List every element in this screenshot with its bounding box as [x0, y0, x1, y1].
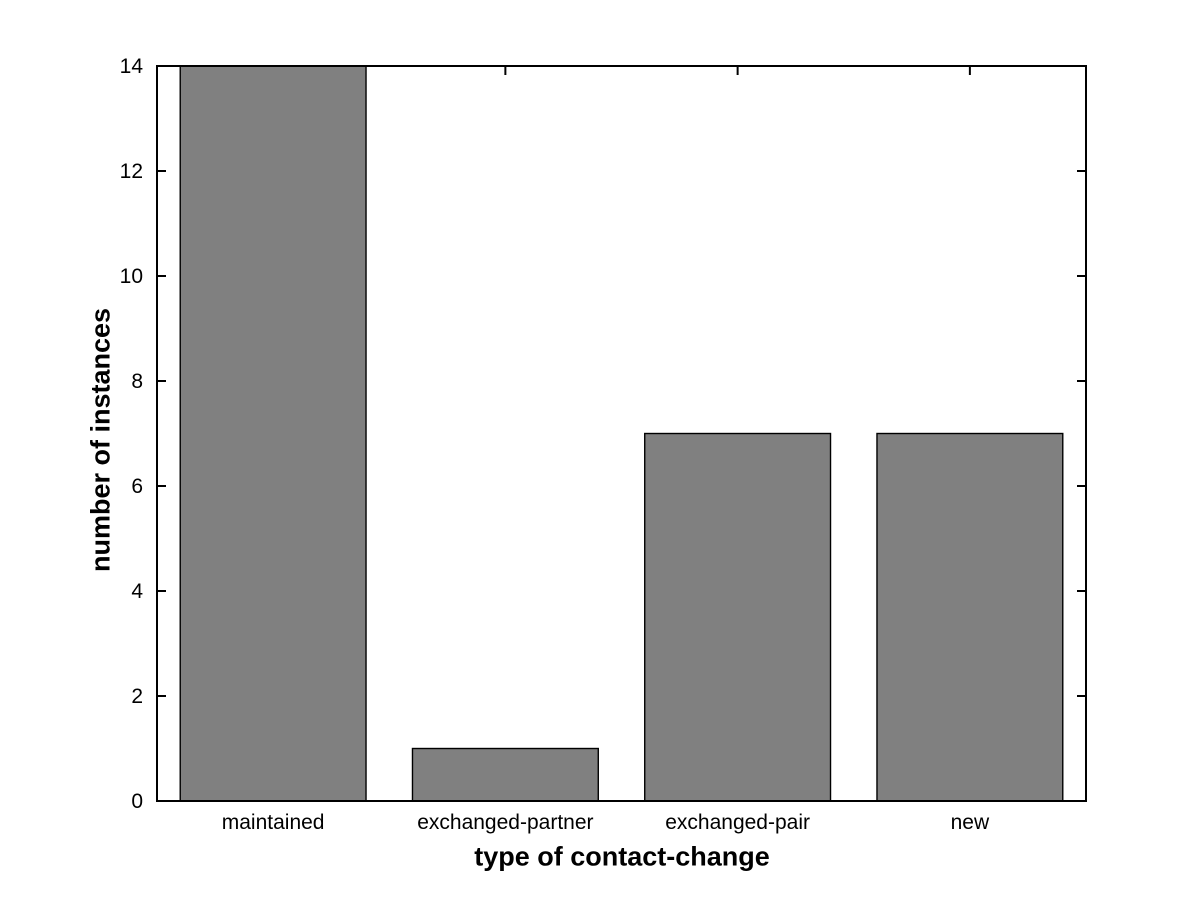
- y-axis-label: number of instances: [85, 307, 116, 573]
- y-tick-label: 6: [131, 475, 143, 498]
- x-axis-label: type of contact-change: [474, 841, 770, 872]
- bar-maintained: [179, 65, 367, 802]
- y-tick-label: 0: [131, 790, 143, 813]
- x-tick-label: exchanged-partner: [417, 811, 593, 834]
- x-tick-label: maintained: [222, 811, 325, 834]
- y-tick-label: 4: [131, 580, 143, 603]
- bar-exchanged-pair: [644, 432, 832, 802]
- x-tick-label: exchanged-pair: [665, 811, 810, 834]
- y-tick-label: 14: [120, 55, 144, 78]
- y-tick-label: 8: [131, 370, 143, 393]
- bar-new: [876, 432, 1064, 802]
- axes-box: [156, 65, 1087, 802]
- y-tick-label: 10: [120, 265, 143, 288]
- bar-exchanged-partner: [411, 747, 599, 802]
- y-tick-label: 12: [120, 160, 143, 183]
- x-tick-label: new: [951, 811, 990, 834]
- y-tick-label: 2: [131, 685, 143, 708]
